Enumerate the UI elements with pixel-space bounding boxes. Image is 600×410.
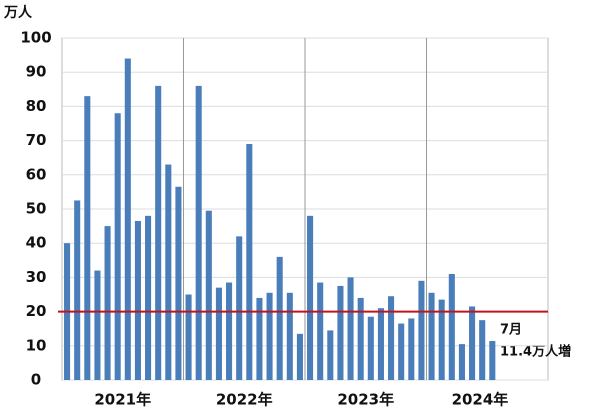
bar xyxy=(195,85,202,380)
bar xyxy=(246,144,253,380)
bar xyxy=(357,297,364,380)
bar xyxy=(327,330,334,380)
y-tick-label: 70 xyxy=(26,131,47,149)
bar xyxy=(236,236,243,380)
bar xyxy=(317,282,324,380)
y-tick-label: 80 xyxy=(26,97,47,115)
bar xyxy=(479,320,486,380)
bar xyxy=(175,186,182,380)
y-unit: 万人 xyxy=(3,4,33,21)
y-tick-label: 20 xyxy=(26,302,47,320)
bar xyxy=(84,96,91,380)
annotation: 7月 xyxy=(500,323,522,338)
bar xyxy=(347,277,354,380)
bar xyxy=(165,164,172,380)
bar xyxy=(286,292,293,380)
annotation: 11.4万人増 xyxy=(500,344,571,360)
y-tick-label: 40 xyxy=(26,234,47,252)
y-tick-label: 50 xyxy=(26,200,47,218)
bar xyxy=(124,58,131,381)
bar xyxy=(256,297,263,380)
x-tick-label: 2023年 xyxy=(337,391,394,409)
bar xyxy=(377,308,384,380)
y-tick-label: 100 xyxy=(20,29,51,47)
y-tick-label: 60 xyxy=(26,165,47,183)
bar xyxy=(185,294,192,380)
bar xyxy=(418,280,425,380)
bar xyxy=(215,287,222,380)
bar xyxy=(469,306,476,380)
bar xyxy=(489,341,496,380)
bar xyxy=(408,318,415,380)
bar xyxy=(428,292,435,380)
bar xyxy=(296,333,303,380)
bar xyxy=(94,270,101,380)
y-tick-label: 0 xyxy=(31,371,41,389)
y-tick-label: 10 xyxy=(26,336,47,354)
bar xyxy=(367,316,374,380)
bar xyxy=(438,299,445,380)
x-tick-label: 2024年 xyxy=(452,391,509,409)
bar xyxy=(134,220,141,380)
bar xyxy=(276,256,283,380)
bar xyxy=(114,113,121,381)
bar xyxy=(398,323,405,380)
bar xyxy=(205,210,212,380)
bar xyxy=(226,282,233,380)
x-tick-label: 2022年 xyxy=(216,391,273,409)
bar xyxy=(307,215,314,380)
bar xyxy=(155,85,162,380)
y-tick-label: 30 xyxy=(26,268,47,286)
bar xyxy=(448,273,455,380)
bar xyxy=(145,215,152,380)
bar xyxy=(458,344,465,380)
x-tick-label: 2021年 xyxy=(94,391,151,409)
bar xyxy=(388,296,395,380)
y-tick-label: 90 xyxy=(26,63,47,81)
bar xyxy=(266,292,273,380)
bar xyxy=(74,200,81,380)
bar xyxy=(104,226,111,380)
bar xyxy=(337,285,344,380)
